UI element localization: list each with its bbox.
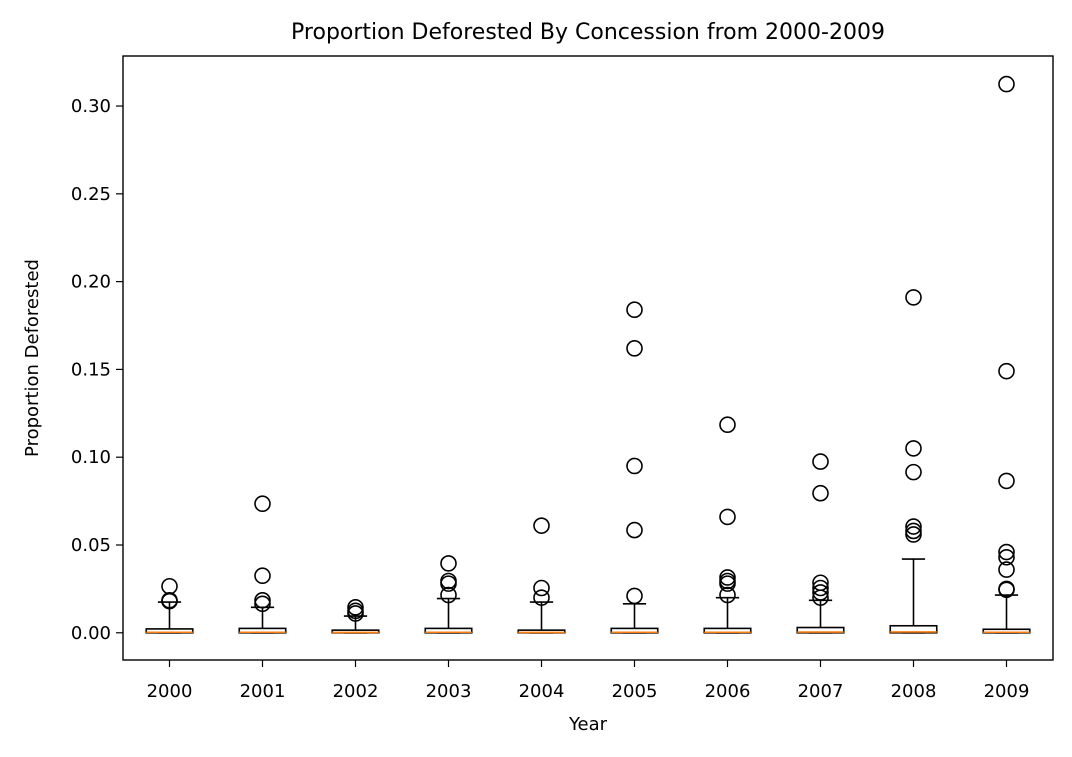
x-tick-label: 2004 xyxy=(519,681,565,702)
outlier-point xyxy=(626,301,643,319)
y-axis-label: Proportion Deforested xyxy=(22,259,43,457)
box-2009 xyxy=(982,75,1031,634)
outlier-point xyxy=(905,440,922,457)
x-tick-label: 2005 xyxy=(612,681,658,702)
box-2003 xyxy=(424,555,473,634)
outlier-point xyxy=(254,495,271,513)
outlier-point xyxy=(533,589,550,606)
box-iqr xyxy=(889,624,938,634)
y-tick-label: 0.05 xyxy=(71,535,111,556)
outlier-point xyxy=(719,416,736,434)
y-tick-label: 0.20 xyxy=(71,272,111,293)
plot-area xyxy=(145,75,1031,634)
outlier-point xyxy=(254,567,271,585)
outlier-point xyxy=(533,579,550,597)
outlier-point xyxy=(347,605,364,622)
x-tick-label: 2002 xyxy=(333,681,379,702)
y-axis: 0.00 0.05 0.10 0.15 0.20 0.25 0.30 xyxy=(71,96,123,644)
outlier-point xyxy=(626,457,643,475)
outlier-point xyxy=(161,592,178,610)
outlier-point xyxy=(905,526,922,543)
outlier-point xyxy=(905,463,922,481)
x-tick-label: 2008 xyxy=(891,681,937,702)
x-tick-label: 2001 xyxy=(240,681,286,702)
box-2004 xyxy=(517,517,566,634)
box-2000 xyxy=(145,577,194,634)
box-2005 xyxy=(610,301,659,634)
y-tick-label: 0.30 xyxy=(71,96,111,117)
outlier-point xyxy=(719,575,736,592)
outlier-point xyxy=(626,340,643,357)
outlier-point xyxy=(998,581,1015,599)
outlier-point xyxy=(812,453,829,470)
outlier-point xyxy=(626,521,643,539)
outlier-point xyxy=(998,75,1015,93)
outlier-point xyxy=(719,586,736,604)
outlier-point xyxy=(254,592,271,609)
outlier-point xyxy=(161,577,178,595)
outlier-point xyxy=(812,579,829,597)
x-tick-label: 2003 xyxy=(426,681,472,702)
box-2006 xyxy=(703,416,752,634)
outlier-point xyxy=(998,543,1015,561)
box-2008 xyxy=(889,289,938,634)
plot-frame xyxy=(122,55,1054,661)
outlier-point xyxy=(626,587,643,605)
box-2001 xyxy=(238,495,287,634)
y-tick-label: 0.25 xyxy=(71,184,111,205)
outlier-point xyxy=(905,518,922,535)
y-tick-label: 0.10 xyxy=(71,447,111,468)
outlier-point xyxy=(533,517,550,534)
x-axis: 2000 2001 2002 2003 2004 2005 2006 2007 2008 2009 xyxy=(147,660,1030,702)
outlier-point xyxy=(254,595,271,613)
box-2007 xyxy=(796,453,845,634)
box-2002 xyxy=(331,599,380,634)
y-tick-label: 0.00 xyxy=(71,623,111,644)
x-tick-label: 2009 xyxy=(984,681,1030,702)
x-tick-label: 2007 xyxy=(798,681,844,702)
outlier-point xyxy=(812,484,829,502)
outlier-point xyxy=(719,508,736,526)
outlier-point xyxy=(998,548,1015,566)
outlier-point xyxy=(440,586,457,604)
outlier-point xyxy=(440,575,457,592)
outlier-point xyxy=(998,362,1015,380)
x-tick-label: 2006 xyxy=(705,681,751,702)
chart-title: Proportion Deforested By Concession from… xyxy=(291,20,885,45)
outlier-point xyxy=(998,472,1015,490)
outlier-point xyxy=(440,555,457,572)
x-tick-label: 2000 xyxy=(147,681,193,702)
outlier-point xyxy=(812,584,829,601)
outlier-point xyxy=(905,289,922,306)
outlier-point xyxy=(812,589,829,606)
y-tick-label: 0.15 xyxy=(71,359,111,380)
x-axis-label: Year xyxy=(568,714,608,735)
outlier-point xyxy=(998,561,1015,578)
